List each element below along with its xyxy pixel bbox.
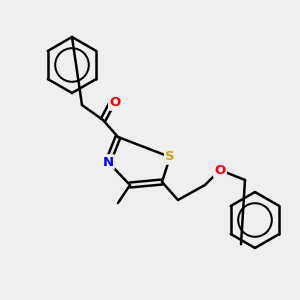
Text: S: S — [165, 151, 175, 164]
Text: O: O — [110, 97, 121, 110]
Text: N: N — [102, 155, 114, 169]
Text: O: O — [214, 164, 226, 176]
